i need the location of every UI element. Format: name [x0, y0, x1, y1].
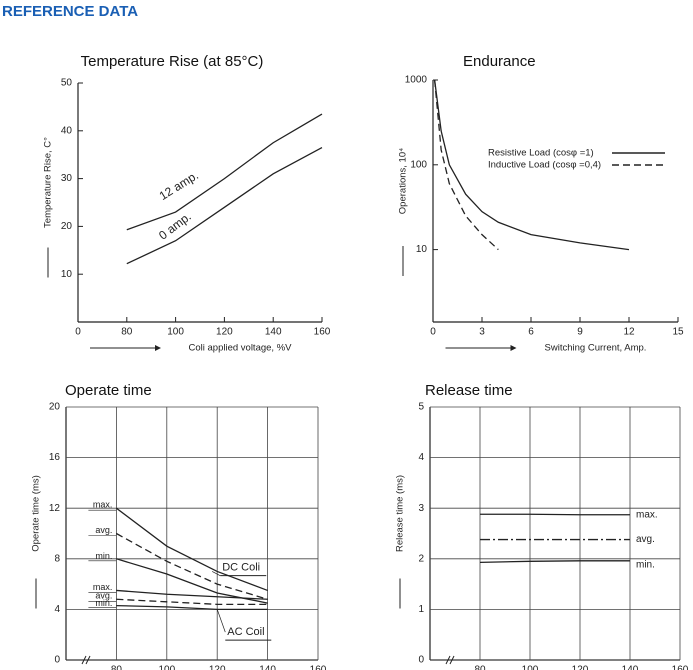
group-label: DC Coli [222, 562, 260, 574]
series-label: avg. [636, 534, 655, 545]
series-line [433, 79, 630, 251]
legend-label: Resistive Load (cosφ =1) [488, 148, 594, 159]
series-line [116, 589, 268, 600]
y-tick-label: 10 [416, 244, 428, 255]
y-tick-label: 0 [418, 655, 424, 666]
y-tick-label: 20 [49, 402, 61, 413]
group-leader [211, 571, 221, 576]
x-label-arrowhead [155, 345, 161, 351]
x-axis-label: Coli applied voltage, %V [189, 343, 293, 354]
legend-label: Inductive Load (cosφ =0,4) [488, 160, 601, 171]
series-line [126, 113, 323, 231]
x-tick-label: 100 [167, 327, 184, 338]
series-label: max. [636, 509, 658, 520]
x-tick-label: 100 [158, 665, 175, 670]
y-tick-label: 16 [49, 452, 61, 463]
series-line [126, 146, 323, 265]
y-tick-label: 12 [49, 503, 61, 514]
x-tick-label: 120 [216, 327, 233, 338]
x-tick-label: 0 [430, 327, 436, 338]
x-tick-label: 80 [111, 665, 123, 670]
x-axis-label: Switching Current, Amp. [545, 343, 647, 354]
x-tick-label: 160 [310, 665, 327, 670]
x-tick-label: 6 [528, 327, 534, 338]
y-tick-label: 10 [61, 269, 73, 280]
series-line [116, 532, 268, 600]
x-tick-label: 12 [623, 327, 635, 338]
y-axis-label: Release time (ms) [395, 475, 406, 552]
series-label: avg. [95, 591, 112, 601]
y-tick-label: 0 [54, 655, 60, 666]
series-line [116, 604, 268, 611]
series-label: max. [93, 582, 113, 592]
x-tick-label: 80 [474, 665, 486, 670]
series-label: min. [95, 551, 112, 561]
series-line [116, 507, 268, 592]
axis-break [449, 655, 455, 665]
y-axis-label: Operate time (ms) [31, 475, 42, 552]
x-tick-label: 120 [209, 665, 226, 670]
y-axis-label: Operations, 10⁴ [398, 148, 409, 214]
y-tick-label: 3 [418, 503, 424, 514]
y-tick-label: 5 [418, 402, 424, 413]
x-tick-label: 160 [672, 665, 689, 670]
y-tick-label: 100 [410, 159, 427, 170]
page-header: REFERENCE DATA [2, 3, 138, 20]
series-label: 0 amp. [156, 209, 194, 242]
x-tick-label: 140 [622, 665, 639, 670]
y-axis-label: Temperature Rise, C° [43, 137, 54, 228]
x-tick-label: 100 [522, 665, 539, 670]
series-label: max. [93, 500, 113, 510]
series-line [433, 79, 499, 251]
y-tick-label: 4 [54, 604, 60, 615]
y-tick-label: 4 [418, 452, 424, 463]
group-label: AC Coil [227, 626, 264, 638]
x-tick-label: 140 [259, 665, 276, 670]
chart-title: Operate time [65, 382, 152, 399]
x-tick-label: 140 [265, 327, 282, 338]
y-tick-label: 1 [418, 604, 424, 615]
x-tick-label: 120 [572, 665, 589, 670]
x-tick-label: 15 [672, 327, 684, 338]
y-tick-label: 50 [61, 78, 73, 89]
x-tick-label: 3 [479, 327, 485, 338]
series-label: min. [95, 598, 112, 608]
x-tick-label: 80 [121, 327, 133, 338]
group-leader [216, 609, 226, 633]
axis-break [445, 655, 451, 665]
chart-title: Temperature Rise (at 85°C) [81, 53, 264, 70]
y-tick-label: 8 [54, 553, 60, 564]
series-label: avg. [95, 525, 112, 535]
chart-title: Release time [425, 382, 513, 399]
series-line [479, 560, 630, 563]
x-tick-label: 160 [314, 327, 331, 338]
series-label: min. [636, 559, 655, 570]
y-tick-label: 2 [418, 553, 424, 564]
series-line [480, 513, 630, 516]
series-line [116, 598, 268, 605]
axis-break [85, 655, 91, 665]
x-label-arrowhead [510, 345, 517, 351]
y-tick-label: 1000 [405, 75, 428, 86]
y-tick-label: 20 [61, 221, 73, 232]
y-tick-label: 30 [61, 173, 73, 184]
axis-break [81, 655, 87, 665]
y-tick-label: 40 [61, 125, 73, 136]
series-label: 12 amp. [157, 168, 201, 203]
x-tick-label: 9 [577, 327, 583, 338]
origin-label: 0 [75, 327, 81, 338]
chart-title: Endurance [463, 53, 536, 70]
